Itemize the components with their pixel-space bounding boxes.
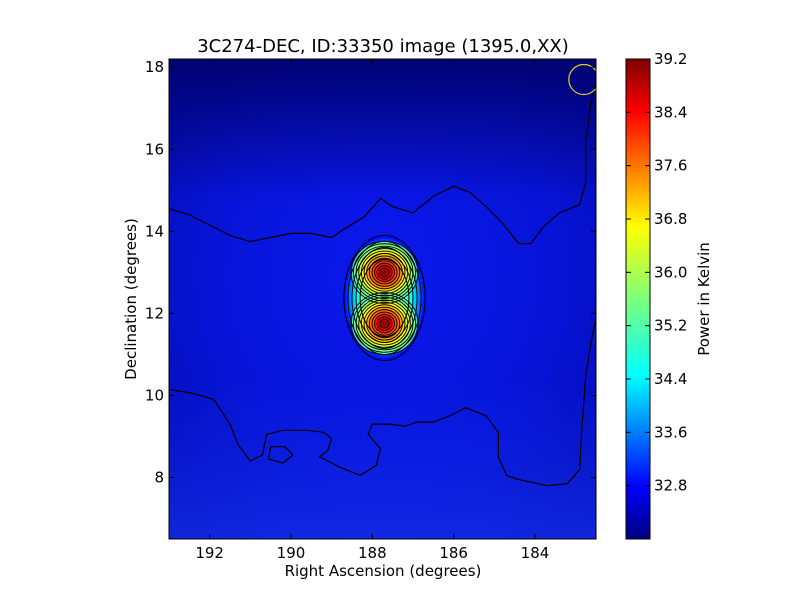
source-2-contour	[376, 316, 393, 331]
source-1-contour	[358, 248, 411, 297]
colorbar-tick-label: 32.8	[654, 477, 687, 495]
colorbar	[625, 58, 651, 540]
colorbar-tick-label: 37.6	[654, 157, 687, 175]
plot-area	[169, 59, 596, 539]
beam-marker	[568, 63, 596, 96]
x-axis: 192 190 188 186 184	[195, 59, 549, 562]
source-2-contour	[353, 294, 417, 353]
source-1-band	[381, 269, 388, 275]
source-envelope-contour	[359, 258, 410, 338]
x-axis-label: Right Ascension (degrees)	[285, 562, 482, 580]
source-2-contour	[363, 304, 406, 343]
colorbar-tick-label: 35.2	[654, 317, 687, 335]
source-2-contour	[350, 292, 419, 356]
source-1-contour	[360, 250, 409, 295]
source-1-contour	[379, 267, 390, 278]
source-2-band	[381, 321, 388, 327]
source-2-contour	[368, 309, 401, 339]
colorbar-tick-label: 36.8	[654, 210, 687, 228]
contour-upper-edge	[169, 83, 596, 245]
y-axis-label: Declination (degrees)	[122, 218, 140, 380]
contours-layer	[169, 83, 596, 487]
y-tick-label: 14	[145, 222, 164, 240]
x-tick-label: 184	[521, 544, 550, 562]
heatmap-top-dark	[169, 59, 596, 199]
y-axis: 8 10 12 14 16 18	[145, 58, 596, 486]
source-1-contour	[371, 260, 398, 285]
source-1-contour	[368, 257, 401, 287]
chart-title: 3C274-DEC, ID:33350 image (1395.0,XX)	[197, 36, 569, 57]
source-envelope-contour	[343, 234, 426, 362]
colorbar-tick-label: 33.6	[654, 423, 687, 441]
beam-layer	[568, 63, 596, 96]
colorbar-tick-label: 34.4	[654, 370, 687, 388]
y-tick-label: 10	[145, 386, 164, 404]
source-2-contour	[366, 306, 403, 341]
source-2-contour	[374, 314, 395, 334]
contour-lower-edge	[169, 317, 596, 487]
source-2-contour	[360, 301, 409, 346]
source-1-contour	[376, 265, 393, 280]
source-1-contour	[355, 245, 414, 299]
colorbar-tick-label: 39.2	[654, 50, 687, 68]
source-1-contour	[353, 243, 417, 302]
source-2-contour	[371, 311, 398, 336]
x-tick-label: 192	[195, 544, 224, 562]
source-1-contour	[366, 255, 403, 290]
colorbar-label: Power in Kelvin	[695, 242, 713, 356]
colorbar-tick-label: 36.0	[654, 263, 687, 281]
source-2-contour	[355, 297, 414, 351]
source-1-contour	[374, 262, 395, 282]
contour-island	[268, 446, 294, 464]
plot-frame	[168, 58, 597, 540]
y-tick-label: 16	[145, 140, 164, 158]
colorbar-ticks: 39.2 38.4 37.6 36.8 36.0 35.2 34.4 33.6 32.8	[626, 50, 687, 495]
x-tick-label: 190	[277, 544, 306, 562]
source-2-contour	[379, 318, 390, 329]
source-2-contour	[358, 299, 411, 348]
y-tick-label: 8	[154, 468, 164, 486]
source-1-contour	[363, 253, 406, 292]
colorbar-tick-label: 38.4	[654, 103, 687, 121]
y-tick-label: 18	[145, 58, 164, 76]
x-tick-label: 188	[358, 544, 387, 562]
y-tick-label: 12	[145, 304, 164, 322]
source-1-contour	[350, 240, 419, 304]
heatmap-bottom-glow	[169, 380, 596, 539]
x-tick-label: 186	[439, 544, 468, 562]
source-envelope-contour	[351, 246, 418, 350]
